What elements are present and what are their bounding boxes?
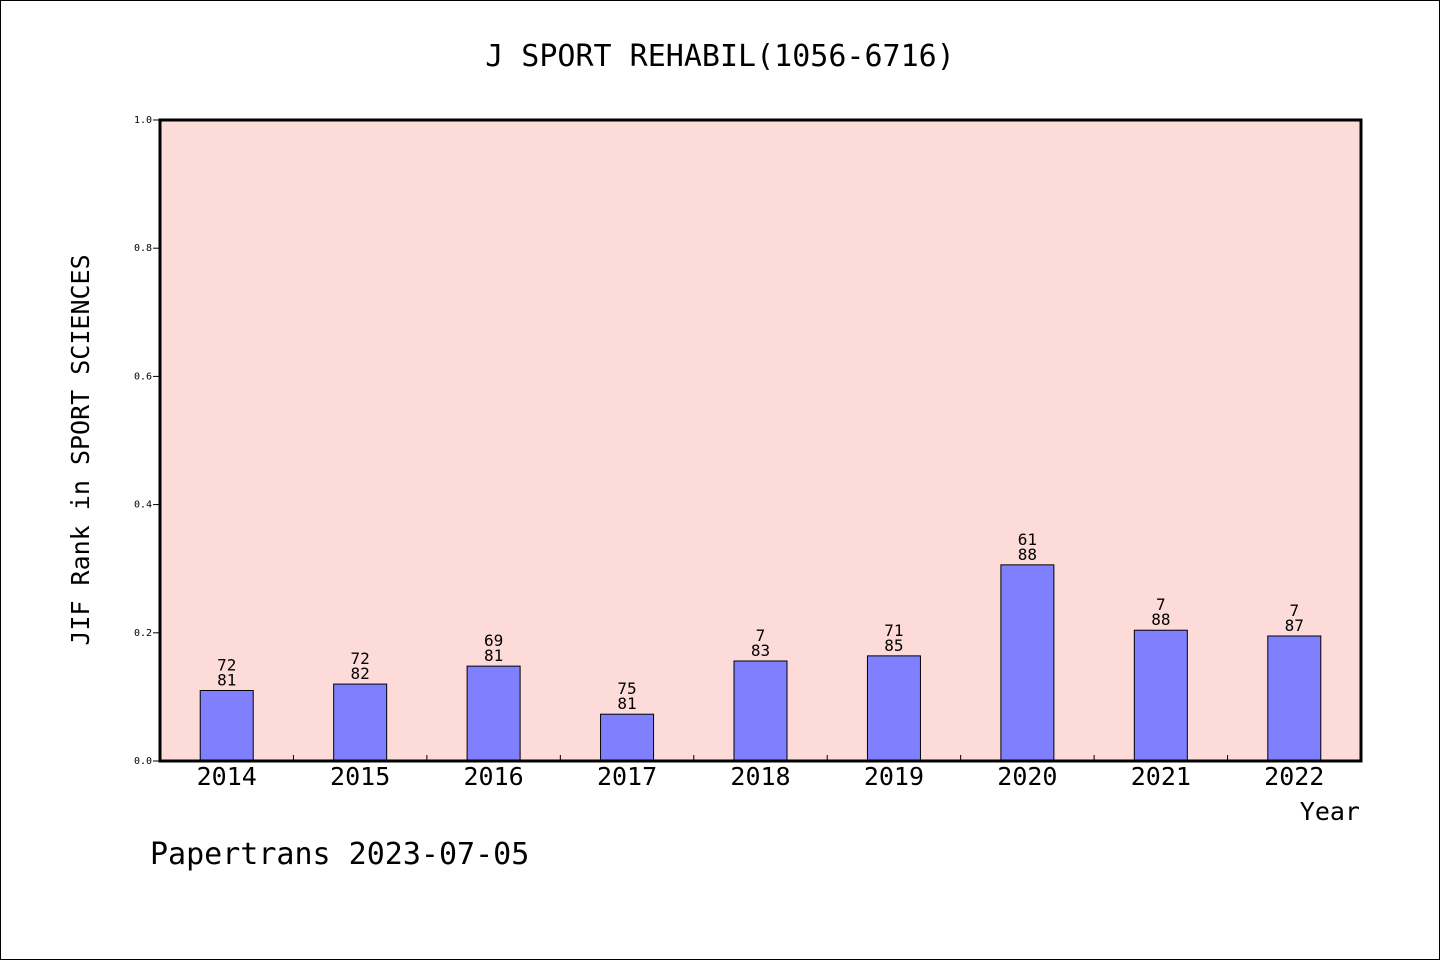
data-label-top: 61 xyxy=(1018,530,1037,549)
data-label-top: 7 xyxy=(1289,601,1299,620)
x-tick-label: 2018 xyxy=(730,762,790,791)
y-tick-label: 0.2 xyxy=(134,628,152,639)
data-label-bottom: 85 xyxy=(884,636,903,655)
bars-group xyxy=(199,564,1322,762)
data-label-top: 7 xyxy=(756,626,766,645)
data-label-top: 7 xyxy=(1156,595,1166,614)
x-tick-label: 2014 xyxy=(197,762,257,791)
y-tick-label: 0.6 xyxy=(134,371,152,382)
ticks-group: 0.0 0.2 0.4 0.6 0.8 1.0 2014 2015 2016 2017 2018 20… xyxy=(134,115,1324,791)
bar xyxy=(866,655,921,762)
data-label-top: 69 xyxy=(484,631,503,650)
x-tick-label: 2022 xyxy=(1264,762,1324,791)
x-tick-label: 2019 xyxy=(864,762,924,791)
data-label-bottom: 88 xyxy=(1018,545,1037,564)
y-axis-label: JIF Rank in SPORT SCIENCES xyxy=(66,254,95,645)
bar xyxy=(1133,629,1188,762)
x-tick-label: 2017 xyxy=(597,762,657,791)
data-label-bottom: 83 xyxy=(751,641,770,660)
bar xyxy=(1000,564,1055,762)
data-label-top: 72 xyxy=(217,655,236,674)
y-tick-label: 1.0 xyxy=(134,115,152,126)
x-tick-label: 2016 xyxy=(464,762,524,791)
data-label-bottom: 81 xyxy=(484,646,503,665)
data-label-top: 71 xyxy=(884,621,903,640)
bar xyxy=(733,660,788,762)
bar xyxy=(600,713,655,762)
y-tick-label: 0.8 xyxy=(134,243,152,254)
x-tick-label: 2021 xyxy=(1131,762,1191,791)
data-label-bottom: 88 xyxy=(1151,610,1170,629)
data-label-top: 75 xyxy=(617,679,636,698)
data-label-bottom: 81 xyxy=(617,694,636,713)
chart-title: J SPORT REHABIL(1056-6716) xyxy=(485,39,955,74)
footer-watermark: Papertrans 2023-07-05 xyxy=(150,837,529,872)
data-label-top: 72 xyxy=(351,649,370,668)
bar xyxy=(333,683,388,762)
bar xyxy=(199,689,254,762)
y-tick-label: 0.4 xyxy=(134,500,152,511)
bar xyxy=(1267,635,1322,762)
plot-border xyxy=(158,118,1363,763)
x-axis-label: Year xyxy=(1300,797,1360,826)
x-tick-label: 2020 xyxy=(997,762,1057,791)
y-tick-label: 0.0 xyxy=(134,756,152,767)
data-label-bottom: 87 xyxy=(1285,616,1304,635)
x-tick-label: 2015 xyxy=(330,762,390,791)
bar xyxy=(466,665,521,762)
data-label-bottom: 82 xyxy=(351,664,370,683)
data-label-bottom: 81 xyxy=(217,670,236,689)
